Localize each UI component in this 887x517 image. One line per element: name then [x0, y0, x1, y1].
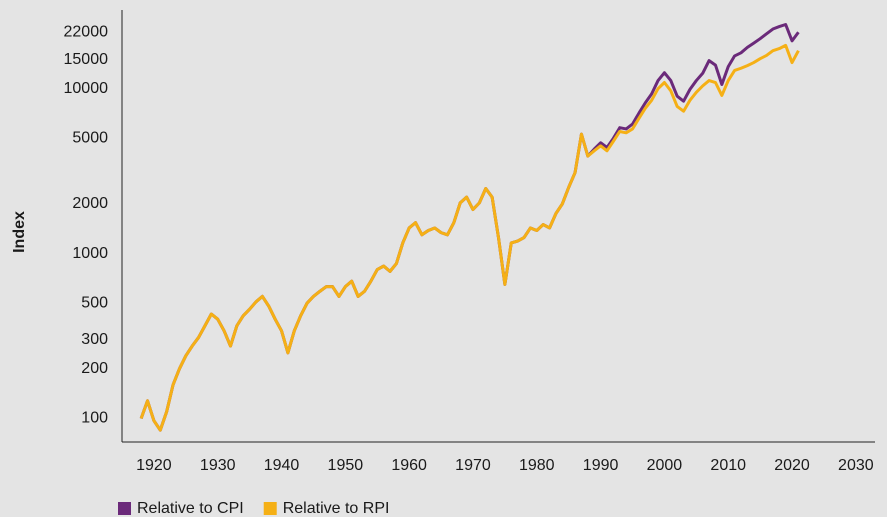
x-tick-label: 2030 — [838, 457, 874, 474]
x-tick-label: 1980 — [519, 457, 555, 474]
y-tick-label: 15000 — [64, 51, 109, 68]
x-tick-label: 1990 — [583, 457, 619, 474]
x-tick-label: 1970 — [455, 457, 491, 474]
y-tick-label: 2000 — [72, 195, 108, 212]
x-tick-label: 1960 — [391, 457, 427, 474]
line-series — [139, 43, 800, 432]
y-tick-label: 500 — [81, 294, 108, 311]
legend-label: Relative to CPI — [137, 500, 244, 517]
x-tick-label: 2000 — [647, 457, 683, 474]
legend-swatch — [263, 502, 277, 515]
y-tick-label: 100 — [81, 410, 108, 427]
x-tick-label: 2010 — [710, 457, 746, 474]
legend-label: Relative to RPI — [283, 500, 390, 517]
y-tick-label: 1000 — [72, 245, 108, 262]
x-tick-label: 1930 — [200, 457, 236, 474]
y-tick-label: 300 — [81, 331, 108, 348]
x-tick-label: 1950 — [328, 457, 364, 474]
legend-swatch — [118, 502, 131, 515]
y-tick-label: 200 — [81, 360, 108, 377]
y-tick-label: 22000 — [64, 23, 109, 40]
y-axis-label: Index — [11, 211, 28, 253]
x-tick-label: 1920 — [136, 457, 172, 474]
x-tick-label: 1940 — [264, 457, 300, 474]
y-tick-label: 10000 — [64, 80, 109, 97]
x-tick-label: 2020 — [774, 457, 810, 474]
y-tick-label: 5000 — [72, 130, 108, 147]
